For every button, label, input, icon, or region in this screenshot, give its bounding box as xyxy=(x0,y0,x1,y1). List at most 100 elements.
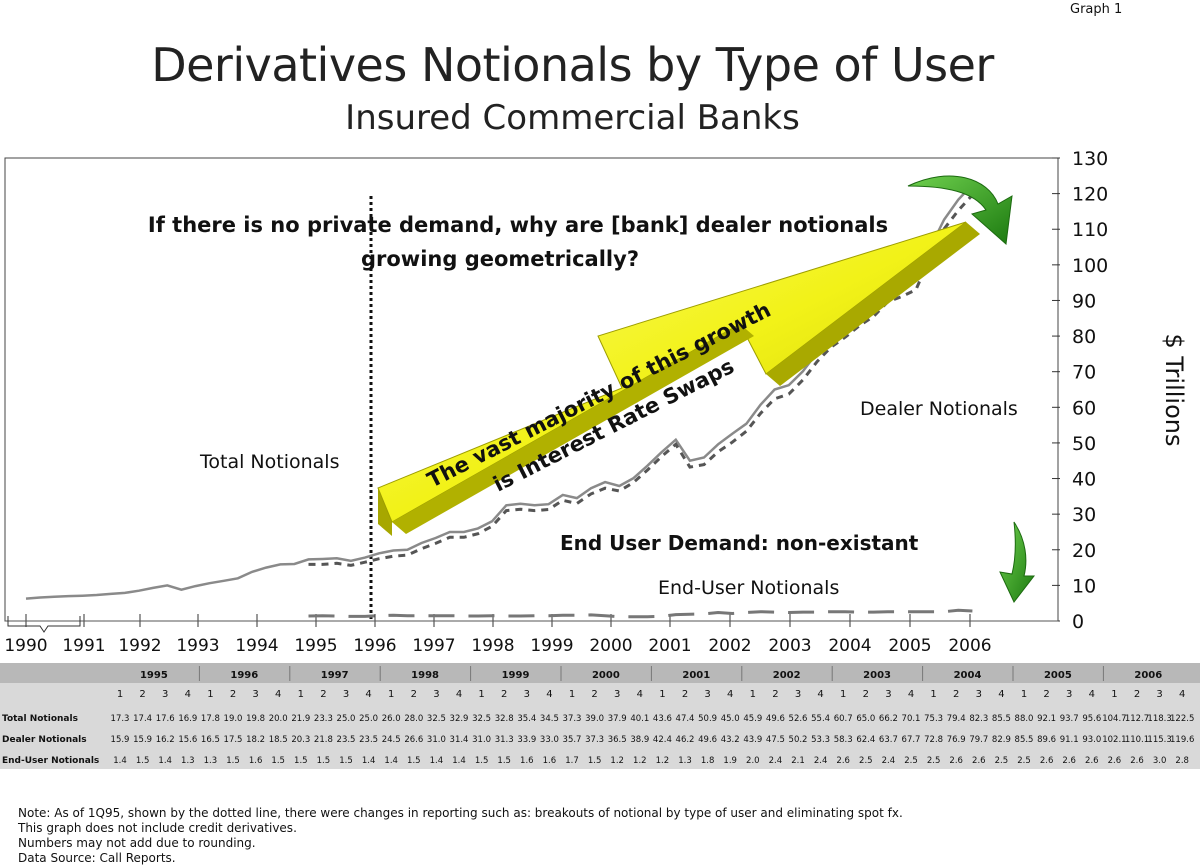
table-cell: 2.5 xyxy=(1017,756,1031,766)
green-arrow-top-icon xyxy=(907,175,1013,246)
table-quarter-header: 1 xyxy=(207,689,213,700)
table-cell: 17.6 xyxy=(156,714,175,724)
table-cell: 82.9 xyxy=(992,735,1011,745)
table-year-header: 1998 xyxy=(411,670,439,681)
table-cell: 23.3 xyxy=(314,714,333,724)
x-tick-label: 1990 xyxy=(4,636,47,656)
table-cell: 1.5 xyxy=(226,756,240,766)
table-cell: 45.9 xyxy=(743,714,762,724)
table-cell: 1.3 xyxy=(181,756,195,766)
table-cell: 72.8 xyxy=(924,735,943,745)
yellow-arrow xyxy=(377,221,980,536)
table-cell: 31.0 xyxy=(427,735,446,745)
table-year-header: 2004 xyxy=(954,670,982,681)
table-cell: 2.1 xyxy=(791,756,805,766)
table-cell: 50.2 xyxy=(789,735,808,745)
table-cell: 91.1 xyxy=(1060,735,1079,745)
table-cell: 89.6 xyxy=(1037,735,1056,745)
table-cell: 1.5 xyxy=(475,756,489,766)
table-cell: 2.6 xyxy=(1040,756,1054,766)
table-cell: 15.9 xyxy=(133,735,152,745)
table-cell: 1.4 xyxy=(430,756,444,766)
table-cell: 1.5 xyxy=(136,756,150,766)
table-cell: 2.0 xyxy=(746,756,760,766)
table-cell: 1.2 xyxy=(656,756,670,766)
x-tick-label: 1993 xyxy=(176,636,219,656)
note-line: Data Source: Call Reports. xyxy=(18,851,176,865)
table-year-header: 1995 xyxy=(140,670,168,681)
table-cell: 1.6 xyxy=(543,756,557,766)
table-cell: 28.0 xyxy=(404,714,423,724)
table-cell: 16.9 xyxy=(178,714,197,724)
y-tick-label: 100 xyxy=(1072,255,1108,277)
table-cell: 1.5 xyxy=(407,756,421,766)
table-cell: 2.6 xyxy=(836,756,850,766)
table-cell: 16.5 xyxy=(201,735,220,745)
table-cell: 32.5 xyxy=(472,714,491,724)
y-tick-label: 70 xyxy=(1072,362,1096,384)
table-cell: 40.1 xyxy=(630,714,649,724)
table-quarter-header: 3 xyxy=(704,689,710,700)
table-cell: 62.4 xyxy=(856,735,875,745)
table-quarter-header: 2 xyxy=(411,689,417,700)
x-tick-label: 2000 xyxy=(589,636,632,656)
table-cell: 37.3 xyxy=(585,735,604,745)
table-quarter-header: 2 xyxy=(320,689,326,700)
table-cell: 1.5 xyxy=(271,756,285,766)
table-cell: 79.4 xyxy=(947,714,966,724)
table-cell: 49.6 xyxy=(698,735,717,745)
table-cell: 85.5 xyxy=(1015,735,1034,745)
table-cell: 92.1 xyxy=(1037,714,1056,724)
table-cell: 26.0 xyxy=(382,714,401,724)
table-cell: 32.5 xyxy=(427,714,446,724)
table-cell: 2.6 xyxy=(1062,756,1076,766)
y-tick-label: 90 xyxy=(1072,290,1096,312)
table-cell: 23.5 xyxy=(337,735,356,745)
table-quarter-header: 2 xyxy=(501,689,507,700)
table-cell: 43.2 xyxy=(721,735,740,745)
table-cell: 50.9 xyxy=(698,714,717,724)
table-cell: 102.1 xyxy=(1102,735,1126,745)
x-tick-label: 2004 xyxy=(828,636,871,656)
table-quarter-header: 4 xyxy=(185,689,191,700)
table-quarter-header: 3 xyxy=(343,689,349,700)
table-cell: 65.0 xyxy=(856,714,875,724)
note-line: This graph does not include credit deriv… xyxy=(18,821,297,835)
arrow-text-line-1: The vast majority of this growth xyxy=(423,298,774,493)
table-year-header: 1997 xyxy=(321,670,349,681)
table-quarter-header: 1 xyxy=(569,689,575,700)
table-quarter-header: 3 xyxy=(252,689,258,700)
data-table: 1995 1996 1997 1998 1999 2000 2001 2002 2003 2004… xyxy=(0,663,1200,769)
table-cell: 16.2 xyxy=(156,735,175,745)
x-tick-label: 2002 xyxy=(708,636,751,656)
y-tick-label: 120 xyxy=(1072,184,1108,206)
table-cell: 20.3 xyxy=(291,735,310,745)
table-cell: 24.5 xyxy=(382,735,401,745)
x-tick-label: 2001 xyxy=(648,636,691,656)
table-cell: 17.3 xyxy=(111,714,130,724)
table-quarter-header: 2 xyxy=(863,689,869,700)
table-cell: 95.6 xyxy=(1082,714,1101,724)
table-cell: 60.7 xyxy=(834,714,853,724)
table-cell: 18.2 xyxy=(246,735,265,745)
table-cell: 20.0 xyxy=(269,714,288,724)
table-cell: 31.0 xyxy=(472,735,491,745)
table-cell: 34.5 xyxy=(540,714,559,724)
table-cell: 1.6 xyxy=(249,756,263,766)
y-tick-label: 10 xyxy=(1072,575,1096,597)
table-cell: 21.9 xyxy=(291,714,310,724)
table-cell: 2.5 xyxy=(859,756,873,766)
table-cell: 32.8 xyxy=(495,714,514,724)
table-quarter-header: 1 xyxy=(1021,689,1027,700)
x-tick-label: 1991 xyxy=(62,636,105,656)
table-cell: 17.5 xyxy=(224,735,243,745)
table-cell: 35.4 xyxy=(517,714,536,724)
table-cell: 1.4 xyxy=(362,756,376,766)
table-cell: 25.0 xyxy=(337,714,356,724)
table-cell: 17.4 xyxy=(133,714,152,724)
y-axis: 0 10 20 30 40 50 60 70 80 90 100 110 120 130 xyxy=(1052,148,1108,633)
table-cell: 1.5 xyxy=(294,756,308,766)
table-cell: 26.6 xyxy=(404,735,423,745)
table-cell: 70.1 xyxy=(902,714,921,724)
x-tick-label: 1995 xyxy=(294,636,337,656)
